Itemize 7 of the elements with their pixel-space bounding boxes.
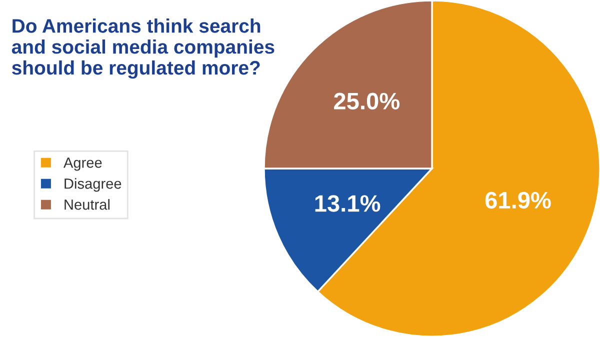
legend-label: Agree — [63, 158, 102, 171]
data-label: 13.1% — [315, 195, 380, 212]
text: Do Americans think search and social media companies should be regulated more? — [12, 18, 274, 79]
data-label: 61.9% — [485, 192, 551, 209]
legend-label: Disagree — [64, 178, 122, 192]
legend-label: Neutral — [64, 199, 110, 210]
data-label: 25.0% — [334, 92, 400, 110]
